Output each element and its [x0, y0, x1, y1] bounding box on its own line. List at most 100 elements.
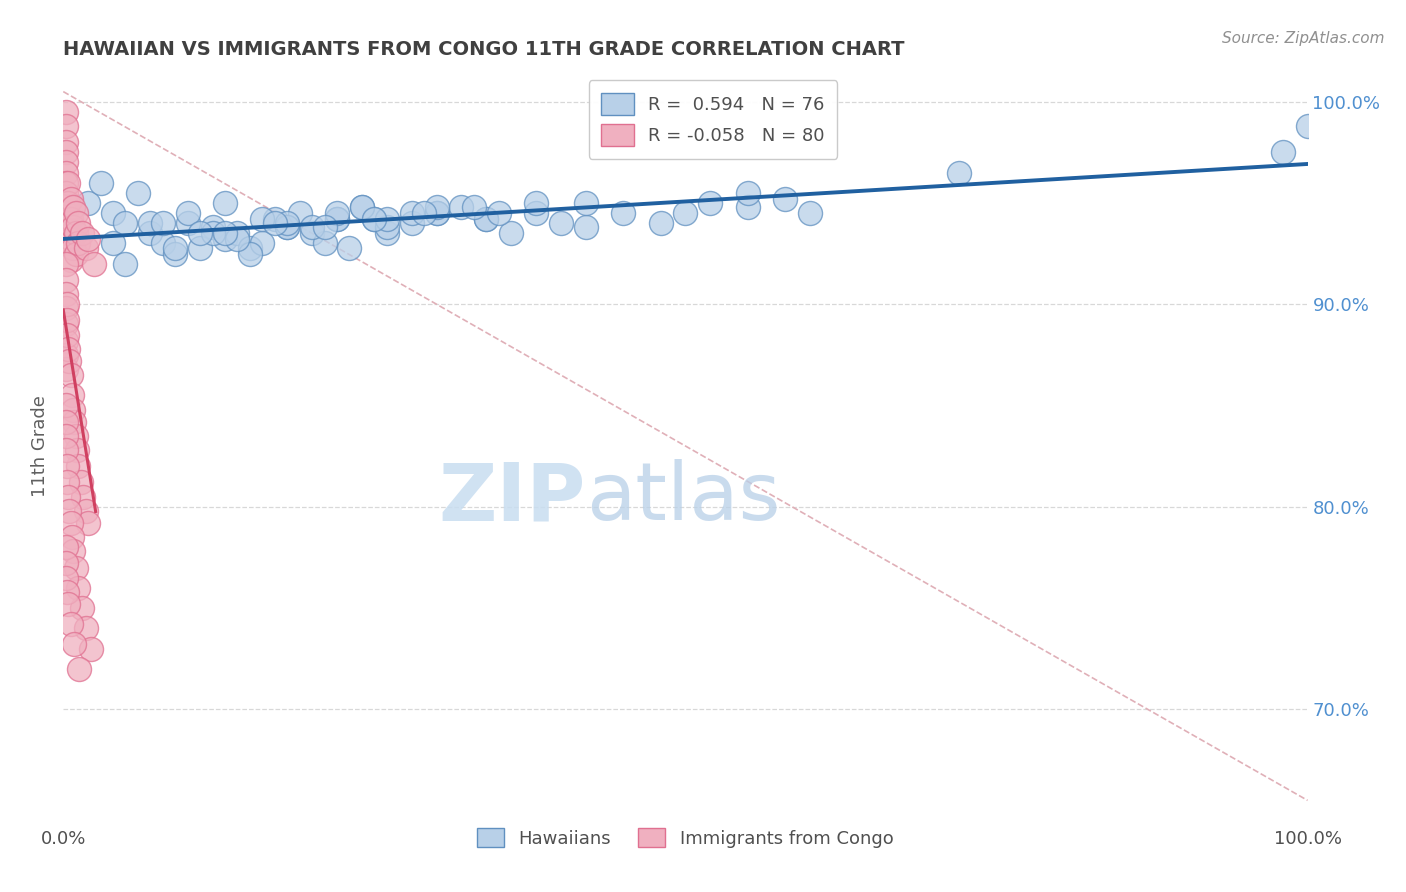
Point	[350, 200, 373, 214]
Point	[55, 334, 77, 348]
Point	[650, 216, 672, 230]
Point	[114, 257, 136, 271]
Point	[326, 206, 349, 220]
Point	[56, 475, 79, 490]
Point	[55, 145, 77, 160]
Point	[226, 232, 249, 246]
Point	[70, 601, 93, 615]
Point	[70, 227, 93, 241]
Point	[63, 415, 86, 429]
Point	[55, 257, 77, 271]
Point	[375, 227, 398, 241]
Point	[101, 236, 124, 251]
Point	[55, 104, 77, 119]
Point	[426, 206, 449, 220]
Point	[75, 241, 97, 255]
Point	[737, 200, 759, 214]
Point	[201, 220, 224, 235]
Point	[59, 252, 82, 267]
Point	[55, 273, 77, 287]
Point	[58, 597, 80, 611]
Point	[226, 227, 249, 241]
Point	[67, 459, 90, 474]
Point	[301, 220, 323, 235]
Point	[201, 227, 224, 241]
Point	[55, 119, 77, 133]
Point	[55, 571, 77, 585]
Point	[55, 301, 77, 316]
Point	[450, 200, 472, 214]
Point	[62, 402, 84, 417]
Point	[90, 176, 112, 190]
Point	[948, 166, 970, 180]
Point	[799, 206, 821, 220]
Point	[79, 641, 101, 656]
Point	[69, 662, 91, 676]
Point	[114, 216, 136, 230]
Point	[214, 227, 236, 241]
Point	[239, 241, 262, 255]
Point	[188, 241, 211, 255]
Point	[363, 212, 385, 227]
Point	[475, 212, 498, 227]
Point	[252, 236, 274, 251]
Point	[56, 297, 79, 311]
Point	[55, 135, 77, 149]
Point	[77, 196, 100, 211]
Point	[375, 212, 398, 227]
Point	[65, 560, 87, 574]
Point	[550, 216, 572, 230]
Point	[350, 200, 373, 214]
Point	[55, 227, 77, 241]
Point	[55, 155, 77, 169]
Point	[59, 516, 82, 530]
Point	[55, 287, 77, 301]
Point	[62, 241, 84, 255]
Text: ZIP: ZIP	[439, 459, 586, 538]
Point	[463, 200, 485, 214]
Point	[60, 388, 83, 402]
Point	[575, 220, 598, 235]
Point	[165, 246, 187, 260]
Point	[55, 318, 77, 332]
Point	[301, 227, 323, 241]
Point	[55, 216, 77, 230]
Point	[56, 313, 79, 327]
Point	[326, 212, 349, 227]
Point	[63, 637, 86, 651]
Point	[55, 541, 77, 555]
Point	[214, 196, 236, 211]
Point	[55, 348, 77, 362]
Point	[65, 227, 87, 241]
Point	[58, 236, 80, 251]
Point	[139, 216, 162, 230]
Point	[77, 232, 100, 246]
Point	[314, 220, 336, 235]
Point	[252, 212, 274, 227]
Point	[56, 584, 79, 599]
Point	[55, 362, 77, 376]
Point	[675, 206, 697, 220]
Point	[77, 516, 100, 530]
Point	[288, 206, 311, 220]
Point	[501, 227, 523, 241]
Point	[59, 192, 82, 206]
Point	[58, 504, 80, 518]
Point	[524, 196, 547, 211]
Point	[66, 443, 89, 458]
Point	[177, 206, 200, 220]
Point	[59, 617, 82, 632]
Point	[524, 206, 547, 220]
Point	[55, 206, 77, 220]
Point	[239, 246, 262, 260]
Text: Source: ZipAtlas.com: Source: ZipAtlas.com	[1222, 31, 1385, 46]
Point	[60, 530, 83, 544]
Point	[55, 443, 77, 458]
Point	[67, 216, 90, 230]
Point	[276, 220, 298, 235]
Point	[55, 176, 77, 190]
Point	[58, 342, 80, 356]
Point	[475, 212, 498, 227]
Point	[139, 227, 162, 241]
Point	[426, 206, 449, 220]
